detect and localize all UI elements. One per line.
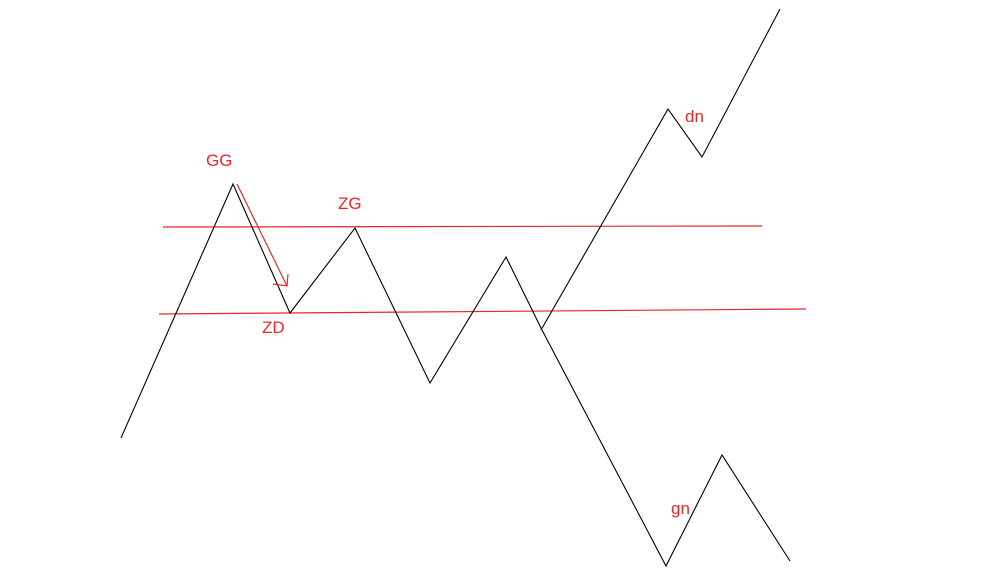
downward-branch-path: [541, 329, 791, 568]
zd-level-line: [158, 308, 807, 315]
upward-branch-path: [540, 8, 781, 331]
label-gn: gn: [671, 499, 690, 518]
arrow-head: [272, 273, 289, 287]
gg-to-zd-arrow: [236, 183, 289, 287]
label-zd: ZD: [262, 318, 285, 337]
label-zg: ZG: [338, 194, 362, 213]
arrow-shaft: [236, 183, 288, 287]
main-zigzag-path: [120, 182, 543, 439]
label-gg: GG: [206, 151, 232, 170]
label-dn: dn: [685, 107, 704, 126]
zg-level-line: [162, 225, 763, 228]
